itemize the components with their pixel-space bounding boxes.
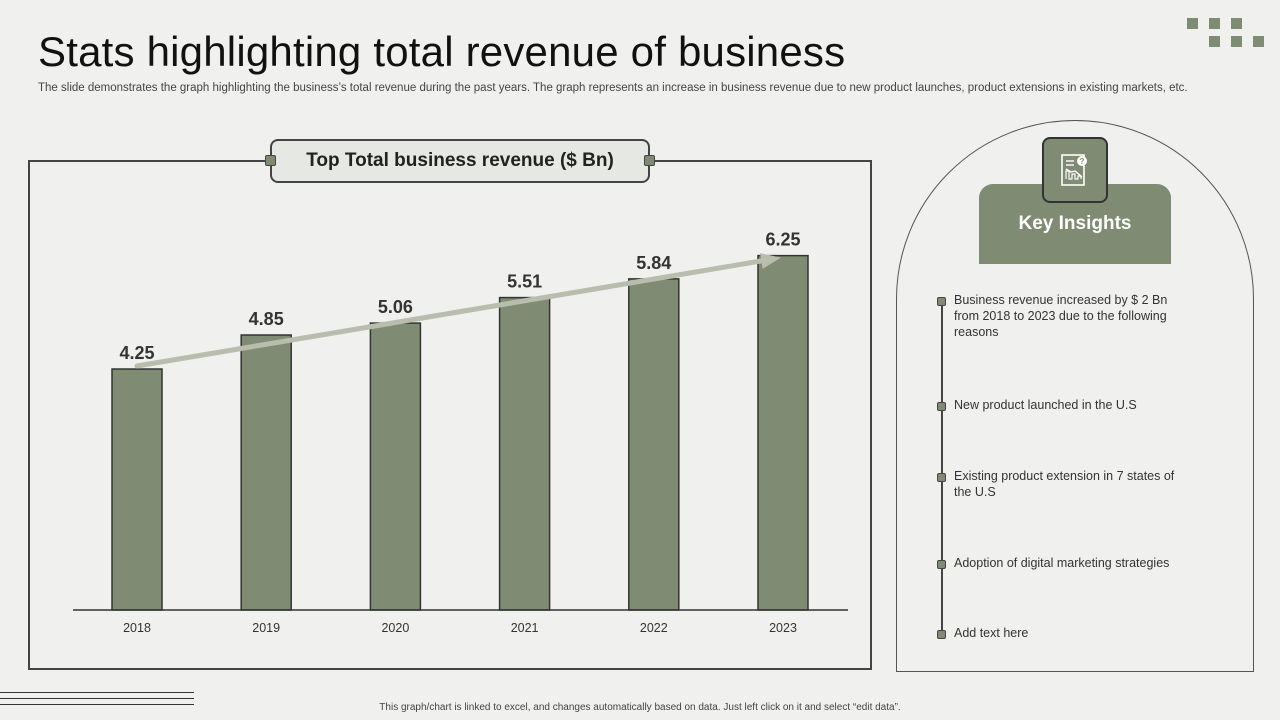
data-label: 4.25 [119, 343, 154, 363]
bar-2021 [498, 296, 551, 611]
insights-icon-box: ? [1042, 137, 1108, 203]
data-label: 5.06 [378, 297, 413, 317]
insights-panel [896, 120, 1254, 672]
timeline-dot [937, 630, 946, 639]
insight-text: Adoption of digital marketing strategies [954, 556, 1170, 570]
chart-title-pill: Top Total business revenue ($ Bn) [270, 139, 650, 183]
insight-text: Existing product extension in 7 states o… [954, 469, 1175, 499]
x-tick-label: 2020 [381, 621, 409, 635]
bar-2022 [628, 278, 680, 611]
report-chart-icon: ? [1061, 154, 1087, 186]
insight-text: Add text here [954, 626, 1029, 640]
bar-2023 [757, 254, 809, 611]
insights-header-label: Key Insights [1018, 213, 1132, 234]
timeline-dot [937, 297, 946, 306]
data-label: 6.25 [765, 230, 800, 250]
chart-title: Top Total business revenue ($ Bn) [306, 150, 614, 171]
pill-right-dot [644, 155, 655, 166]
pill-left-dot [265, 155, 276, 166]
slide-subtitle: The slide demonstrates the graph highlig… [38, 82, 1188, 94]
x-tick-label: 2018 [123, 621, 151, 635]
x-tick-label: 2019 [252, 621, 280, 635]
bar-2020 [369, 322, 422, 611]
x-tick-label: 2021 [511, 621, 539, 635]
x-tick-label: 2022 [640, 621, 668, 635]
trend-arrow-line [134, 258, 764, 369]
insight-text: New product launched in the U.S [954, 398, 1137, 412]
slide-title: Stats highlighting total revenue of busi… [38, 28, 846, 75]
svg-text:?: ? [1080, 157, 1085, 166]
bar-2019 [240, 334, 292, 611]
x-tick-label: 2023 [769, 621, 797, 635]
bar-2018 [111, 368, 163, 611]
footer-lines [0, 692, 194, 710]
footer-note: This graph/chart is linked to excel, and… [379, 702, 901, 713]
data-label: 5.51 [507, 272, 542, 292]
timeline-dot [937, 560, 946, 569]
insight-text: Business revenue increased by $ 2 Bn fro… [954, 293, 1168, 339]
data-label: 5.84 [636, 253, 671, 273]
trend-arrow-head [759, 253, 781, 269]
data-label: 4.85 [249, 309, 284, 329]
timeline-dot [937, 402, 946, 411]
insights-timeline-line [941, 301, 943, 634]
timeline-dot [937, 473, 946, 482]
